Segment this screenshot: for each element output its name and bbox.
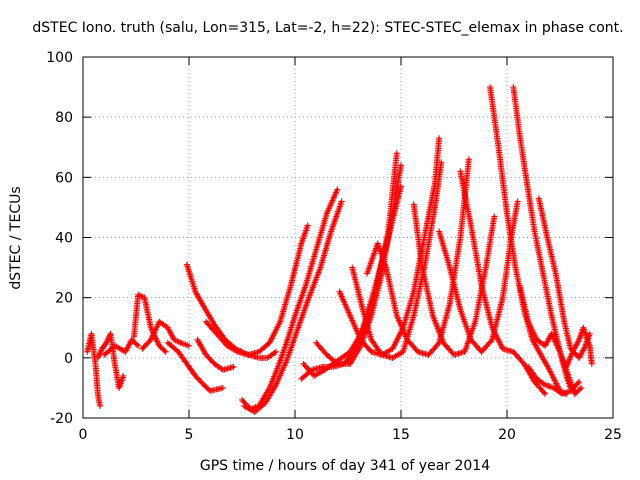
y-tick-label: 0: [64, 351, 73, 367]
data-point: [272, 348, 279, 355]
data-point: [436, 135, 443, 142]
y-tick-label: 80: [55, 110, 73, 126]
x-tick-label: 10: [286, 427, 304, 443]
x-tick-labels: 0 5 10 15 20 25: [79, 427, 622, 443]
data-points: [84, 84, 595, 415]
y-tick-label: 60: [55, 170, 73, 186]
data-point: [574, 380, 581, 387]
data-point: [334, 186, 341, 193]
data-point: [219, 384, 226, 391]
data-point: [540, 389, 547, 396]
data-point: [514, 198, 521, 205]
data-point: [576, 378, 583, 385]
data-point: [434, 341, 441, 348]
data-point: [133, 341, 140, 348]
y-tick-label: 20: [55, 291, 73, 307]
y-tick-label: 100: [46, 50, 73, 66]
x-tick-label: 25: [604, 427, 622, 443]
x-tick-label: 20: [498, 427, 516, 443]
data-point: [230, 363, 237, 370]
data-point: [96, 402, 103, 409]
y-tick-label: 40: [55, 231, 73, 247]
data-point: [542, 390, 549, 397]
data-point: [393, 150, 400, 157]
data-point: [398, 162, 404, 169]
data-point: [333, 359, 340, 366]
chart-title: dSTEC Iono. truth (salu, Lon=315, Lat=-2…: [32, 20, 623, 36]
data-point: [162, 348, 169, 355]
y-tick-label: -20: [50, 411, 73, 427]
axis-ticks: [82, 56, 614, 419]
data-point: [588, 360, 595, 367]
data-point: [161, 347, 168, 354]
data-point: [576, 386, 583, 393]
data-point: [578, 384, 585, 391]
data-point: [304, 222, 311, 229]
data-point: [491, 213, 498, 220]
data-point: [487, 338, 494, 345]
data-point: [540, 380, 547, 387]
data-point: [271, 349, 278, 356]
x-tick-label: 15: [392, 427, 410, 443]
x-tick-label: 5: [185, 427, 194, 443]
data-point: [465, 156, 472, 163]
y-axis-label: dSTEC / TECUs: [8, 186, 24, 289]
data-point: [186, 342, 192, 349]
x-tick-label: 0: [79, 427, 88, 443]
y-tick-labels: -20 0 20 40 60 80 100: [46, 50, 73, 427]
data-point: [338, 198, 345, 205]
x-axis-label: GPS time / hours of day 341 of year 2014: [200, 458, 490, 474]
data-point: [438, 159, 445, 166]
data-point: [120, 372, 127, 379]
data-point: [135, 342, 142, 349]
